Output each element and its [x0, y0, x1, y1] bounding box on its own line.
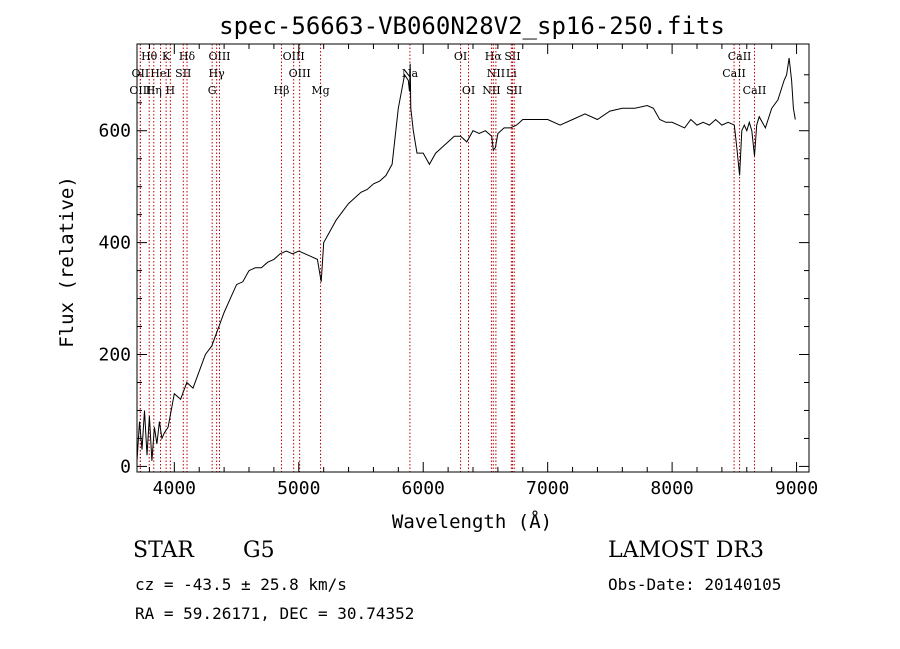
line-marker-label: K — [162, 50, 171, 63]
line-marker-label: Hδ — [179, 50, 196, 63]
x-axis: 4000 5000 6000 7000 8000 9000 — [148, 44, 818, 499]
line-marker-label: NII — [487, 67, 505, 80]
x-tick-label: 8000 — [650, 478, 693, 499]
survey-name: LAMOST DR3 — [608, 538, 764, 563]
redshift-text: cz = -43.5 ± 25.8 km/s — [135, 575, 347, 594]
line-marker-label: Hβ — [274, 84, 290, 97]
line-marker-label: CaII — [728, 50, 752, 63]
obs-date: Obs-Date: 20140105 — [608, 575, 782, 594]
spectrum-line — [136, 57, 796, 461]
line-marker-label: OIII — [289, 67, 311, 80]
plot-frame — [136, 43, 810, 473]
y-tick-label: 200 — [98, 345, 131, 366]
line-marker-label: HeI — [150, 67, 170, 80]
x-tick-label: 4000 — [153, 478, 196, 499]
line-marker-label: OI — [462, 84, 475, 97]
line-marker-label: Li — [506, 67, 517, 80]
y-axis-label: Flux (relative) — [56, 176, 78, 348]
object-subclass: G5 — [243, 538, 275, 563]
line-marker-label: Hα — [485, 50, 503, 63]
line-marker-label: OIII — [208, 50, 230, 63]
line-marker-label: CaII — [743, 84, 767, 97]
line-marker-label: H — [166, 84, 176, 97]
x-tick-label: 6000 — [402, 478, 445, 499]
line-marker-label: Hγ — [209, 67, 226, 80]
line-marker-label: Hη — [146, 84, 162, 97]
line-marker-label: G — [208, 84, 217, 97]
line-marker-label: NII — [482, 84, 500, 97]
line-marker-label: OI — [454, 50, 467, 63]
line-marker-label: SII — [504, 50, 520, 63]
object-class: STAR — [133, 538, 194, 563]
x-tick-label: 9000 — [775, 478, 818, 499]
line-marker-label: CaII — [722, 67, 746, 80]
x-axis-label: Wavelength (Å) — [392, 510, 552, 533]
y-tick-label: 400 — [98, 233, 131, 254]
x-tick-label: 5000 — [277, 478, 320, 499]
line-marker-label: SII — [175, 67, 191, 80]
line-marker-label: Hθ — [141, 50, 158, 63]
line-marker-label: OIII — [129, 84, 151, 97]
line-marker-label: OIII — [283, 50, 305, 63]
line-marker-label: Mg — [311, 84, 329, 97]
x-tick-label: 7000 — [526, 478, 569, 499]
y-tick-label: 600 — [98, 121, 131, 142]
y-tick-label: 0 — [120, 456, 131, 477]
coordinates: RA = 59.26171, DEC = 30.74352 — [135, 604, 415, 623]
chart-title: spec-56663-VB060N28V2_sp16-250.fits — [219, 12, 725, 40]
line-marker-label: SII — [506, 84, 522, 97]
y-axis: 0 200 400 600 — [98, 74, 809, 477]
